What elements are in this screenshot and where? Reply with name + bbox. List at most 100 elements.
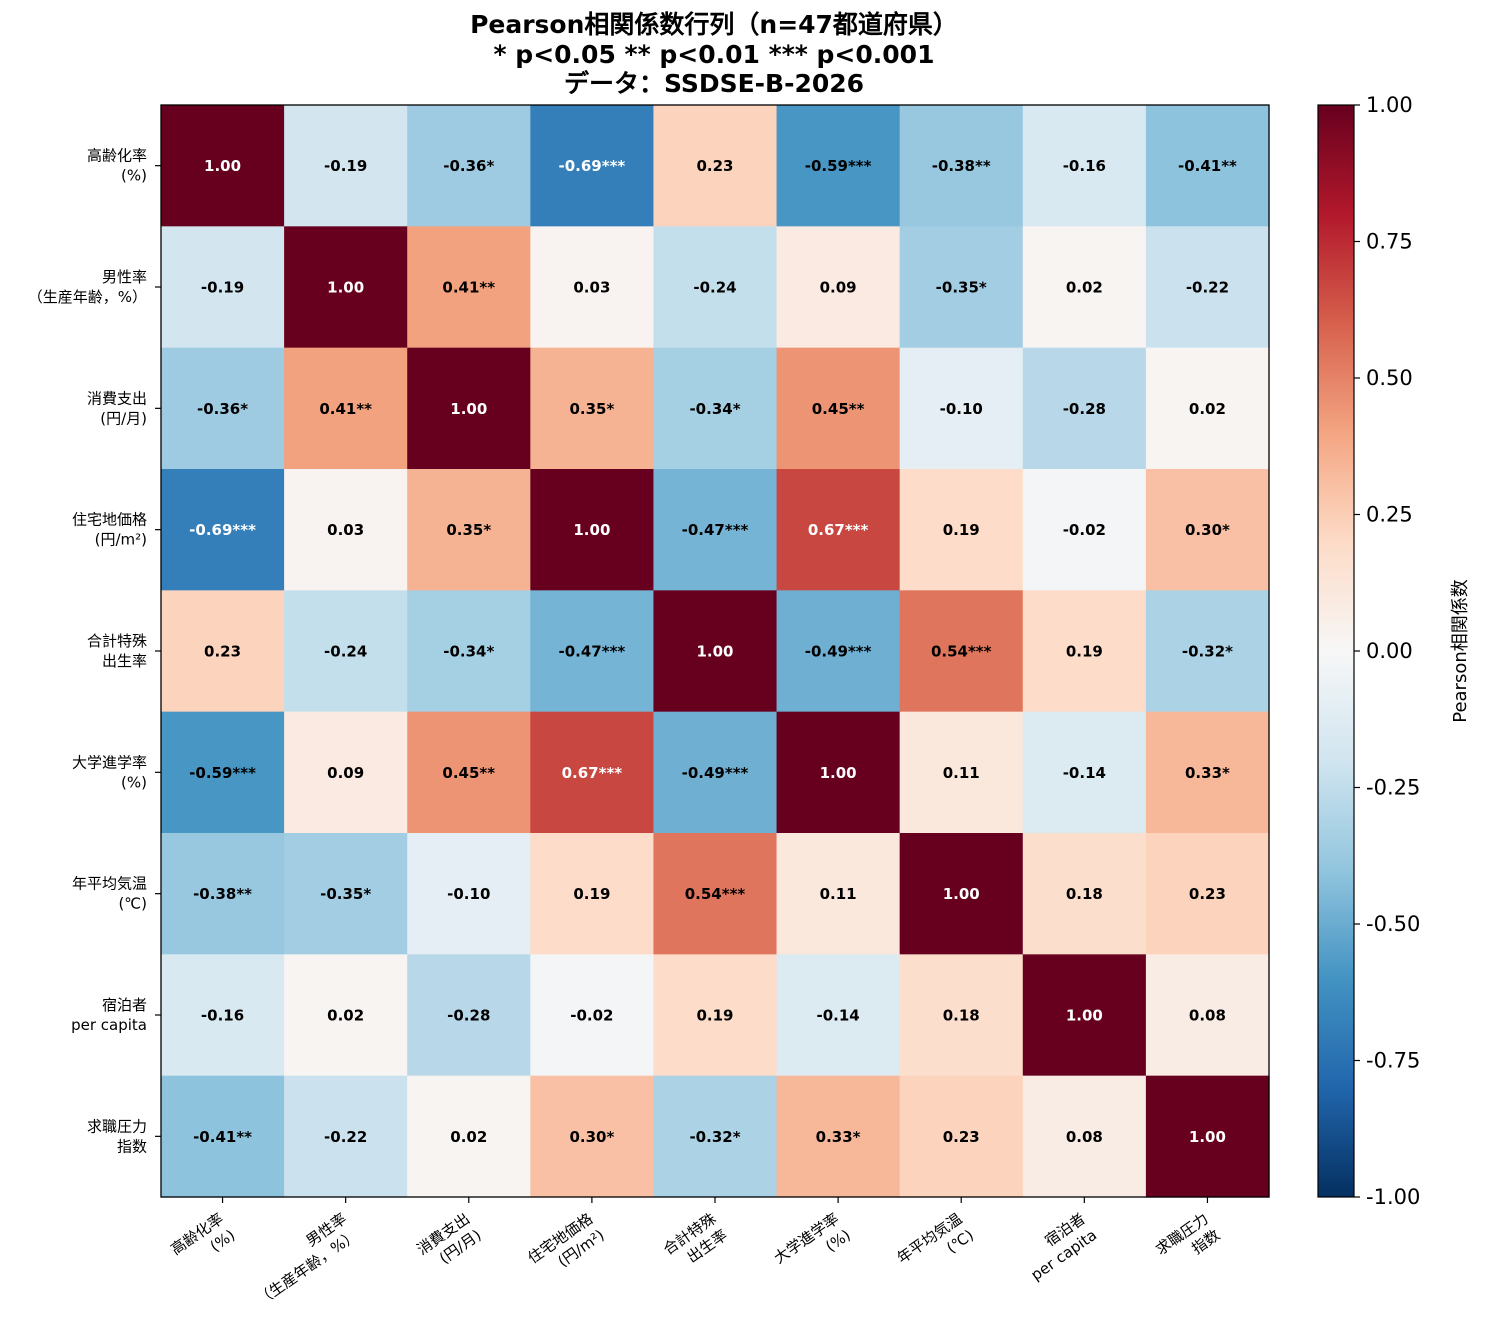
cell-value-label: 0.35* [569, 400, 614, 418]
cell-value-label: -0.22 [1186, 279, 1229, 297]
cell-value-label: -0.49*** [682, 764, 749, 782]
heatmap-cell [284, 1075, 408, 1198]
heatmap-cell [530, 226, 655, 349]
cell-value-label: -0.36* [197, 400, 248, 418]
cell-value-label: 0.54*** [931, 643, 992, 661]
y-tick-label-line: （生産年齢，%） [28, 288, 147, 306]
y-tick-label-line: 大学進学率 [72, 753, 147, 771]
heatmap-cell [530, 711, 655, 834]
cell-value-label: 0.67*** [562, 764, 623, 782]
cell-value-label: -0.02 [570, 1007, 613, 1025]
heatmap-cell [161, 105, 285, 227]
heatmap-cell [1022, 590, 1147, 713]
cell-value-label: -0.49*** [805, 643, 872, 661]
heatmap-cell [407, 226, 531, 349]
heatmap-cell [899, 226, 1024, 349]
heatmap-cell [284, 590, 408, 713]
cell-value-label: 0.33* [1185, 764, 1230, 782]
heatmap-cell-labels: 1.00 -0.19 -0.36* -0.69*** 0.23 -0.59*** -0.38… [189, 157, 1237, 1146]
y-tick-label-line: 出生率 [102, 652, 147, 670]
y-tick-label-line: per capita [71, 1016, 147, 1034]
y-tick-label: 宿泊者 per capita [71, 996, 147, 1034]
y-tick-label-line: 求職圧力 [87, 1117, 147, 1135]
chart-title-line-1: Pearson相関係数行列（n=47都道府県） [470, 10, 958, 39]
colorbar-tick-label: 0.25 [1366, 503, 1413, 527]
cell-value-label: -0.14 [1063, 764, 1106, 782]
y-tick-label: 年平均気温 (℃) [72, 875, 147, 913]
x-tick-label: 住宅地価格(円/m²) [524, 1210, 607, 1284]
heatmap-cell [899, 1075, 1024, 1198]
heatmap-cell [1145, 590, 1270, 713]
axes-frame [160, 104, 1270, 1198]
heatmap-cell [1145, 226, 1270, 349]
heatmap-cells [161, 105, 1270, 1198]
heatmap-cell [1022, 226, 1147, 349]
heatmap-cell [1145, 833, 1270, 955]
y-tick-label: 住宅地価格 (円/m²) [72, 511, 147, 549]
y-tick-label: 大学進学率 (%) [72, 753, 147, 791]
heatmap-cell [1145, 469, 1270, 591]
cell-value-label: 0.45** [442, 764, 495, 782]
heatmap-cell [407, 833, 531, 955]
cell-value-label: -0.16 [1063, 157, 1106, 175]
heatmap-cell [899, 469, 1024, 591]
heatmap-cell [899, 347, 1024, 470]
colorbar: 1.00 0.75 0.50 0.25 0.00 -0.25 -0.50 -0.75 -1.00… [1317, 93, 1471, 1209]
heatmap-cell [653, 105, 778, 227]
heatmap-cell [1145, 347, 1270, 470]
heatmap-cell [776, 711, 901, 834]
chart-title-line-3: データ：SSDSE-B-2026 [564, 69, 864, 98]
cell-value-label: 0.54*** [685, 885, 746, 903]
heatmap-cell [407, 711, 531, 834]
heatmap-cell [1145, 1075, 1270, 1198]
x-tick-label: 消費支出(円/月) [414, 1210, 485, 1276]
y-tick-label-line: (円/月) [100, 409, 147, 427]
cell-value-label: -0.34* [443, 643, 494, 661]
cell-value-label: 0.30* [569, 1128, 614, 1146]
cell-value-label: 0.09 [820, 279, 857, 297]
cell-value-label: 0.02 [450, 1128, 487, 1146]
cell-value-label: 1.00 [204, 157, 241, 175]
heatmap-cell [653, 469, 778, 591]
heatmap-cell [284, 469, 408, 591]
cell-value-label: -0.19 [201, 279, 244, 297]
cell-value-label: 0.23 [1189, 885, 1226, 903]
y-tick-label-line: 男性率 [102, 268, 147, 286]
heatmap-cell [161, 833, 285, 955]
y-tick-label: 高齢化率 (%) [87, 147, 147, 185]
cell-value-label: 0.08 [1189, 1007, 1226, 1025]
cell-value-label: -0.16 [201, 1007, 244, 1025]
heatmap-cell [407, 105, 531, 227]
cell-value-label: -0.59*** [805, 157, 872, 175]
cell-value-label: -0.59*** [189, 764, 256, 782]
cell-value-label: 0.19 [943, 521, 980, 539]
heatmap-cell [161, 347, 285, 470]
heatmap-cell [776, 226, 901, 349]
heatmap-cell [284, 347, 408, 470]
heatmap-cell [284, 711, 408, 834]
heatmap-cell [653, 954, 778, 1077]
cell-value-label: 0.41** [442, 279, 495, 297]
y-tick-label-line: 合計特殊 [87, 632, 147, 650]
heatmap-cell [161, 711, 285, 834]
heatmap-cell [407, 1075, 531, 1198]
heatmap-cell [1145, 954, 1270, 1077]
cell-value-label: -0.35* [320, 885, 371, 903]
cell-value-label: 0.02 [1189, 400, 1226, 418]
cell-value-label: -0.36* [443, 157, 494, 175]
colorbar-tick-label: 1.00 [1366, 93, 1413, 117]
colorbar-label: Pearson相関係数 [1450, 579, 1471, 723]
heatmap-cell [1022, 347, 1147, 470]
cell-value-label: -0.28 [1063, 400, 1106, 418]
cell-value-label: 1.00 [450, 400, 487, 418]
heatmap-cell [1145, 711, 1270, 834]
heatmap-cell [1022, 469, 1147, 591]
colorbar-gradient [1317, 104, 1355, 1198]
heatmap-cell [284, 105, 408, 227]
heatmap-cell [899, 105, 1024, 227]
y-tick-label-line: (円/m²) [95, 531, 147, 549]
x-tick-label: 合計特殊出生率 [660, 1210, 731, 1276]
cell-value-label: 0.19 [1066, 643, 1103, 661]
cell-value-label: 1.00 [1189, 1128, 1226, 1146]
cell-value-label: -0.14 [816, 1007, 859, 1025]
